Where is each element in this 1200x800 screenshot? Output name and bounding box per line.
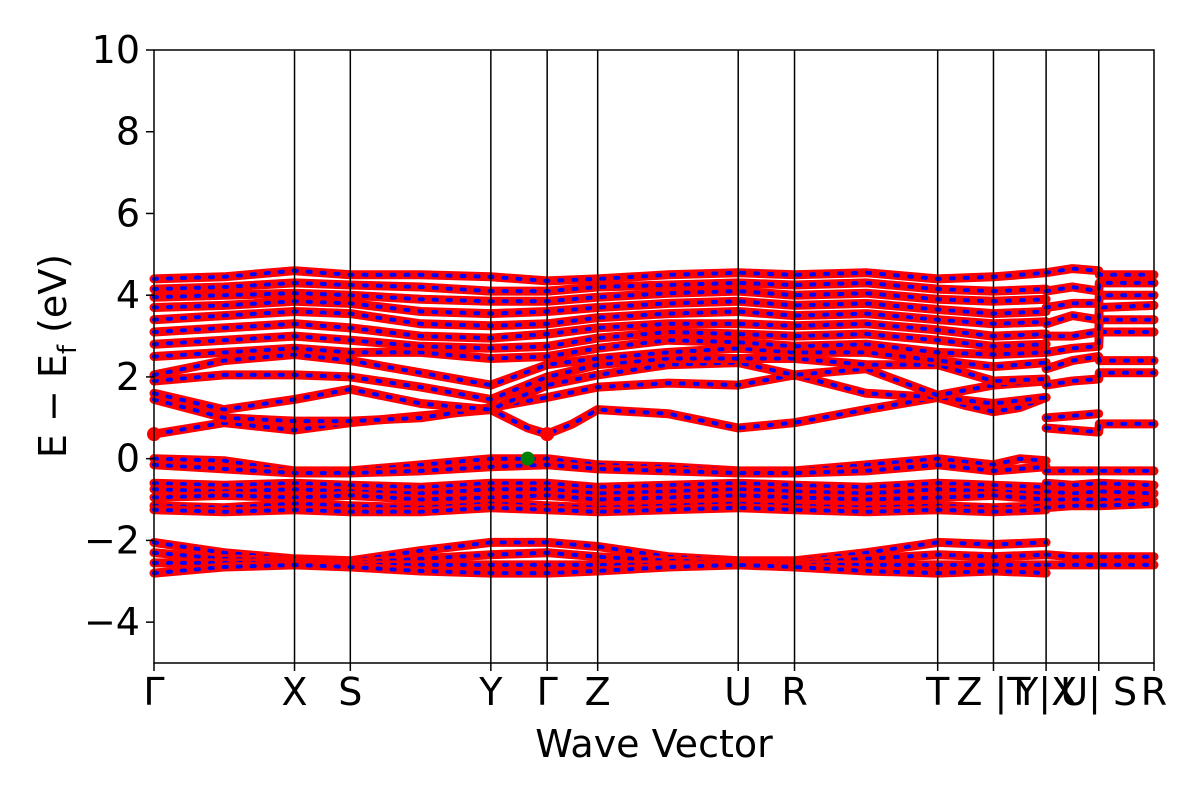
- x-tick-label-2: S: [338, 670, 362, 714]
- x-axis-label: Wave Vector: [535, 722, 773, 766]
- x-tick-label-9: Z |T: [956, 670, 1031, 715]
- band-dash-23: [152, 562, 1049, 576]
- x-tick-label-12: R: [1141, 670, 1167, 714]
- extremum-marker-2: [520, 451, 535, 466]
- x-tick-label-3: Y: [478, 670, 503, 714]
- y-tick-label-3: 2: [116, 355, 140, 399]
- band-dash-16: [152, 487, 1049, 496]
- band-dash-39: [1044, 552, 1156, 559]
- band-dash-26: [1044, 370, 1156, 388]
- band-dash-21: [152, 550, 1049, 565]
- band-dash-10: [152, 289, 1049, 304]
- y-tick-label-6: 8: [116, 110, 140, 154]
- band-dash-36: [1044, 489, 1156, 496]
- band-dash-22: [152, 560, 1049, 567]
- y-tick-label-5: 6: [116, 191, 140, 235]
- x-tick-label-5: Z: [585, 670, 611, 714]
- band-dash-19: [152, 505, 1049, 514]
- band-dash-14: [152, 462, 1049, 475]
- x-tick-label-11: U| S: [1060, 670, 1137, 715]
- y-tick-label-0: −4: [84, 600, 140, 644]
- plot-frame: [153, 49, 1155, 664]
- band-dash-28: [1044, 330, 1156, 355]
- x-tick-label-8: T: [925, 670, 950, 714]
- y-axis-label: E − Ef (eV): [31, 254, 83, 458]
- band-dash-31: [1044, 293, 1156, 310]
- y-tick-label-7: 10: [92, 28, 140, 72]
- bands-layer: [149, 264, 1159, 578]
- x-tick-label-4: Γ: [537, 670, 558, 714]
- band-dash-37: [1044, 497, 1156, 504]
- band-dash-32: [1044, 280, 1156, 294]
- y-axis-label-unit: (eV): [31, 254, 75, 345]
- band-dash-35: [1044, 481, 1156, 488]
- band-dash-11: [152, 280, 1049, 294]
- x-tick-label-6: U: [724, 670, 752, 714]
- x-tick-label-0: Γ: [143, 670, 164, 714]
- y-tick-label-4: 4: [116, 273, 140, 317]
- x-tick-label-10: Y|X: [1014, 670, 1077, 715]
- y-axis-ticks: −4 −2 0 2 4 6 8 10: [84, 28, 154, 644]
- kpoint-lines: [293, 50, 1100, 663]
- y-tick-label-1: −2: [84, 518, 140, 562]
- x-tick-label-1: X: [282, 670, 308, 714]
- band-dash-29: [1044, 317, 1156, 339]
- band-dash-12: [152, 268, 1049, 283]
- band-dash-33: [1044, 266, 1156, 277]
- band-dash-17: [152, 493, 1049, 502]
- band-dash-15: [152, 481, 1049, 490]
- y-axis-label-main: E − E: [31, 354, 75, 458]
- band-dash-38: [1044, 501, 1156, 510]
- band-dash-25: [1044, 411, 1101, 420]
- x-tick-label-7: R: [781, 670, 807, 714]
- y-tick-label-2: 0: [116, 437, 140, 481]
- extremum-marker-1: [540, 427, 555, 442]
- y-axis-label-sub: f: [53, 344, 83, 354]
